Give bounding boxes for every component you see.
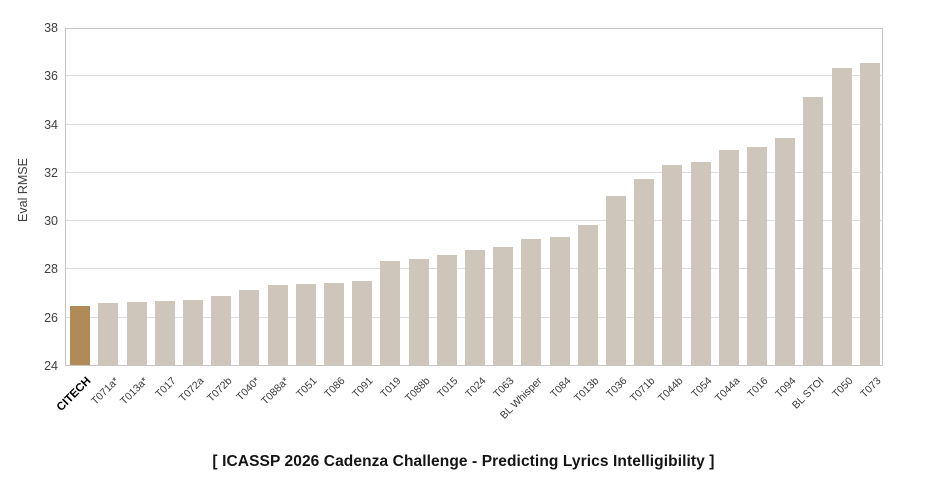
y-axis-tick-label: 32 [44,165,58,180]
bar-T024 [465,250,485,365]
y-axis-title: Eval RMSE [16,158,30,222]
y-axis-tick-label: 28 [44,262,58,277]
y-axis-tick-label: 36 [44,69,58,84]
y-axis-tick-label: 24 [44,359,58,373]
bar-T016 [747,146,768,365]
bar-T054 [690,162,711,365]
bar-T015 [436,255,457,365]
bar-T017 [154,301,175,365]
bar-T091 [352,280,373,365]
bar-T094 [775,138,796,365]
gridline [66,75,882,77]
bar-T044b [662,164,683,365]
gridline [66,171,882,173]
bar-BL Whisper [521,239,542,365]
bar-T088a* [267,285,288,365]
bar-T050 [831,68,852,365]
bar-T072a [182,299,203,365]
bar-T071a* [98,303,119,365]
bar-T051 [295,284,316,365]
bar-T084 [549,237,570,365]
bar-T073 [859,63,880,365]
bar-T088b [408,258,429,365]
bar-T040* [239,290,260,365]
gridline [66,220,882,222]
gridline [66,123,882,125]
bar-T072b [211,296,232,365]
y-axis-tick-label: 30 [44,214,58,229]
bar-T086 [323,282,344,365]
bar-T071b [634,179,655,365]
plot-area [65,28,883,366]
bar-T013b [577,224,598,365]
bar-T013a* [126,302,147,365]
y-axis-tick-label: 34 [44,117,58,132]
y-axis-tick-label: 26 [44,310,58,325]
bar-T036 [606,196,627,365]
y-axis-tick-label: 38 [44,21,58,35]
chart-title: [ ICASSP 2026 Cadenza Challenge - Predic… [212,453,715,470]
bar-CITECH [70,305,91,365]
bar-T019 [380,261,401,365]
bar-BL STOI [803,97,824,365]
bar-T044a [718,150,739,365]
bar-T063 [493,246,514,365]
